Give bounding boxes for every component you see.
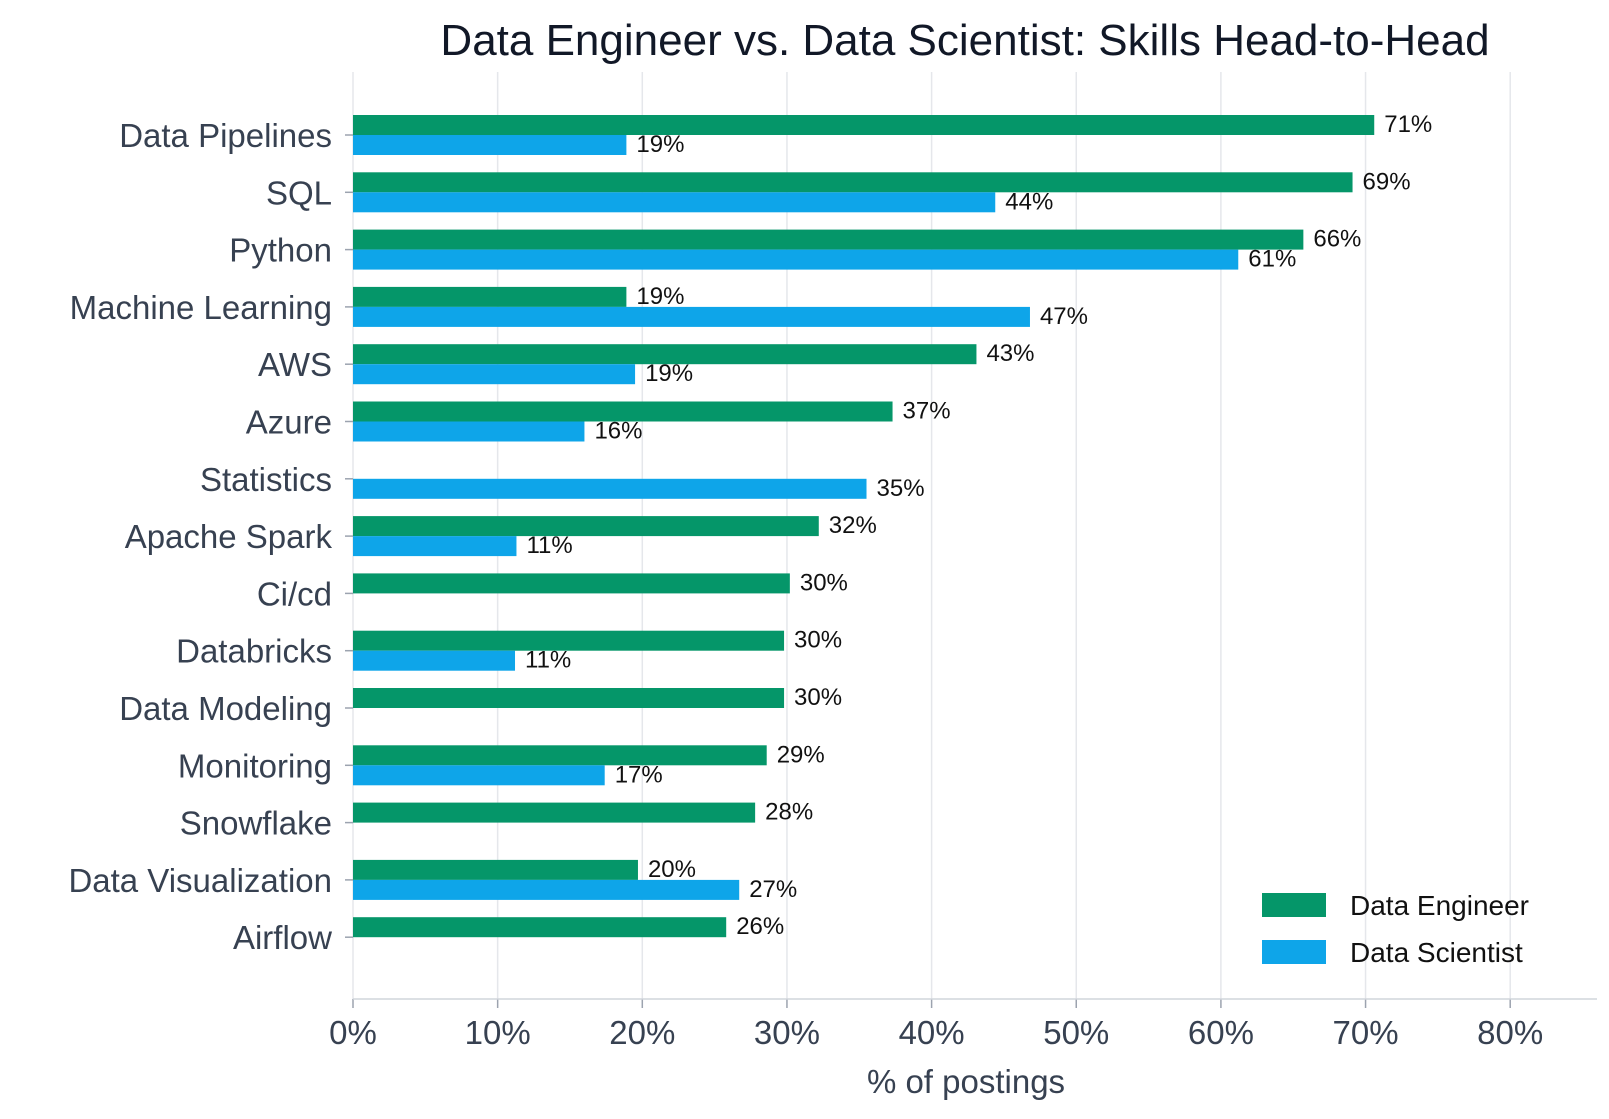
value-label-data-scientist-data-pipelines: 19% [636,131,684,158]
bar-data-engineer-machine-learning [353,286,627,307]
bar-data-engineer-data-pipelines [353,115,1375,135]
value-label-data-scientist-aws: 19% [645,360,693,387]
value-label-data-scientist-monitoring: 17% [615,761,663,788]
x-tick-label: 20% [609,1014,675,1051]
category-label-databricks: Databricks [176,633,332,670]
bar-data-engineer-data-modeling [353,688,785,708]
bars [353,115,1375,938]
x-tick-label: 70% [1333,1014,1399,1051]
bar-data-scientist-apache-spark [353,536,517,557]
value-label-data-engineer-data-modeling: 30% [794,684,842,711]
bar-data-scientist-databricks [353,650,516,671]
bar-data-engineer-data-visualization [353,859,638,880]
value-label-data-engineer-apache-spark: 32% [829,512,877,539]
value-label-data-scientist-python: 61% [1248,246,1296,273]
bar-data-engineer-airflow [353,917,727,938]
bar-data-scientist-statistics [353,478,867,499]
bar-data-engineer-monitoring [353,745,767,766]
value-label-data-scientist-machine-learning: 47% [1040,303,1088,330]
value-labels: 71%19%69%44%66%61%19%47%43%19%37%16%35%3… [525,111,1432,940]
value-label-data-engineer-sql: 69% [1363,168,1411,195]
category-label-machine-learning: Machine Learning [70,289,332,326]
value-label-data-engineer-aws: 43% [986,340,1034,367]
category-labels: Data Pipelines SQL Python Machine Learning A… [68,117,353,956]
bar-data-engineer-ci-cd [353,573,790,594]
bar-data-scientist-aws [353,364,636,385]
bar-data-scientist-data-pipelines [353,135,627,155]
bar-data-engineer-sql [353,172,1353,193]
x-tick-label: 30% [754,1014,820,1051]
bar-data-scientist-monitoring [353,765,605,786]
category-label-azure: Azure [246,404,332,441]
category-label-python: Python [229,232,332,269]
value-label-data-scientist-statistics: 35% [877,475,925,502]
x-tick-label: 80% [1477,1014,1543,1051]
bar-data-scientist-azure [353,421,585,442]
value-label-data-engineer-python: 66% [1313,226,1361,253]
bar-data-engineer-aws [353,344,977,365]
value-label-data-engineer-machine-learning: 19% [636,283,684,310]
value-label-data-engineer-data-pipelines: 71% [1384,111,1432,138]
category-label-airflow: Airflow [233,919,332,956]
category-label-data-pipelines: Data Pipelines [119,117,332,154]
legend-label-data-scientist: Data Scientist [1350,937,1523,968]
value-label-data-engineer-data-visualization: 20% [648,856,696,883]
category-label-apache-spark: Apache Spark [125,518,333,555]
x-tick-label: 50% [1043,1014,1109,1051]
value-label-data-scientist-sql: 44% [1005,188,1053,215]
bar-data-engineer-apache-spark [353,516,819,537]
chart-title: Data Engineer vs. Data Scientist: Skills… [440,16,1489,65]
value-label-data-scientist-databricks: 11% [525,647,571,674]
category-label-snowflake: Snowflake [180,805,332,842]
value-label-data-scientist-data-visualization: 27% [749,876,797,903]
bar-data-engineer-snowflake [353,802,756,823]
x-tick-label: 10% [465,1014,531,1051]
value-label-data-scientist-azure: 16% [594,418,642,445]
legend-label-data-engineer: Data Engineer [1350,890,1529,921]
value-label-data-scientist-apache-spark: 11% [526,532,572,559]
bar-data-scientist-data-visualization [353,879,740,900]
bar-data-engineer-python [353,229,1304,250]
bar-data-engineer-azure [353,401,893,422]
category-label-sql: SQL [266,174,332,211]
legend-swatch-data-scientist [1262,940,1326,964]
category-label-data-visualization: Data Visualization [68,862,332,899]
category-label-ci-cd: Ci/cd [257,575,332,612]
x-tick-label: 60% [1188,1014,1254,1051]
category-label-statistics: Statistics [200,461,332,498]
value-label-data-engineer-airflow: 26% [736,913,784,940]
value-label-data-engineer-monitoring: 29% [777,741,825,768]
bar-data-scientist-python [353,249,1239,270]
value-label-data-engineer-azure: 37% [903,398,951,425]
bar-data-engineer-databricks [353,630,785,651]
gridlines [352,72,1511,999]
category-label-monitoring: Monitoring [178,747,332,784]
value-label-data-engineer-snowflake: 28% [765,799,813,826]
value-label-data-engineer-databricks: 30% [794,627,842,654]
legend-swatch-data-engineer [1262,893,1326,917]
category-label-data-modeling: Data Modeling [119,690,332,727]
legend: Data Engineer Data Scientist [1262,890,1529,968]
value-label-data-engineer-ci-cd: 30% [800,569,848,596]
bar-data-scientist-machine-learning [353,306,1030,327]
category-label-aws: AWS [258,346,332,383]
bar-data-scientist-sql [353,192,996,213]
x-tick-label: 0% [329,1014,377,1051]
x-axis: 0% 10% 20% 30% 40% 50% 60% 70% 80% [329,998,1597,1051]
x-axis-title: % of postings [867,1063,1065,1100]
x-tick-label: 40% [899,1014,965,1051]
